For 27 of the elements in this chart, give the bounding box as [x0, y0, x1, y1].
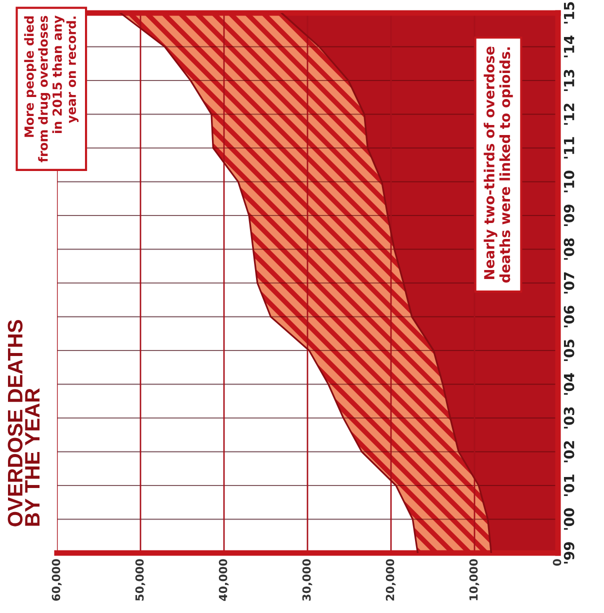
x-tick-label: 20,000 [386, 559, 396, 601]
x-tick-label: 10,000 [469, 559, 480, 600]
y-tick-label: '00 [564, 508, 574, 530]
annotation: More people died from drug overdoses in 2015 than any year on record. [24, 16, 79, 162]
y-tick-label: '12 [564, 104, 574, 125]
y-tick-label: '08 [564, 238, 574, 260]
y-tick-label: '07 [564, 272, 574, 294]
y-tick-label: '13 [564, 70, 574, 91]
y-tick-label: '05 [564, 340, 574, 361]
x-tick-label: 30,000 [302, 559, 312, 601]
text: OVERDOSE DEATHS BY THE YEAR [8, 320, 40, 526]
x-tick-label: 0 [552, 559, 562, 566]
y-tick-label: '06 [564, 306, 574, 328]
y-tick-label: '01 [564, 474, 574, 496]
y-tick-label: '03 [564, 407, 574, 428]
y-tick-label: '14 [564, 36, 574, 58]
y-tick-label: '02 [564, 441, 574, 462]
y-tick-label: '15 [564, 2, 574, 24]
y-tick-label: '04 [564, 373, 574, 395]
x-tick-label: 50,000 [135, 559, 146, 601]
y-tick-label: '10 [564, 170, 574, 192]
y-tick-label: '99 [564, 542, 574, 564]
y-tick-label: '11 [564, 137, 574, 158]
x-tick-label: 40,000 [218, 559, 229, 601]
annotation: Nearly two-thirds of overdose deaths were linked to opioids. [484, 46, 513, 283]
y-tick-label: '09 [564, 204, 574, 226]
x-tick-label: 60,000 [52, 559, 62, 601]
